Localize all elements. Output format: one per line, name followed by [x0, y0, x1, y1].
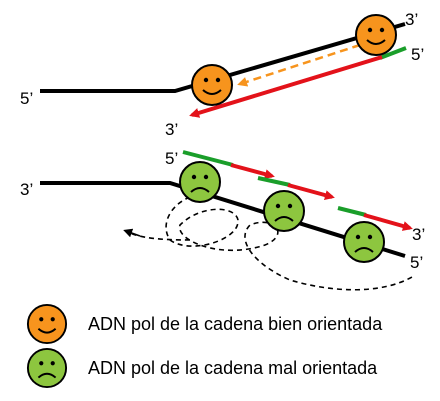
- label-3prime-bottom-right: 3’: [412, 225, 425, 244]
- label-5prime-bottom-top: 5’: [165, 149, 178, 168]
- happy-pol-top-left: [191, 64, 233, 106]
- direction-arrow-top: [237, 43, 361, 87]
- sad-pol-2: [263, 190, 305, 232]
- okazaki-fragment-1: [230, 163, 275, 180]
- okazaki-fragment-2: [287, 183, 335, 200]
- legend-item-sad: ADN pol de la cadena mal orientada: [26, 346, 377, 390]
- leading-strand-section: 3’ 5’ 5’ 3’: [20, 10, 424, 139]
- primer-top: [379, 46, 407, 60]
- primer-fragment-2: [257, 176, 291, 187]
- okazaki-fragment-3: [363, 213, 413, 231]
- label-3prime-bottom-left: 3’: [20, 180, 33, 199]
- replication-diagram: 3’ 5’ 5’ 3’: [20, 10, 425, 291]
- label-5prime-top-left: 5’: [20, 89, 33, 108]
- template-strand-top: [40, 22, 406, 93]
- template-strand-bottom: [40, 181, 406, 258]
- label-3prime-top-right: 3’: [405, 10, 418, 29]
- sad-face-icon: [26, 347, 68, 389]
- sad-pol-3: [343, 221, 385, 263]
- primer-fragment-1: [182, 150, 234, 167]
- dashed-loop-arrowhead: [123, 228, 141, 238]
- new-strand-top: [189, 55, 383, 118]
- sad-pol-1: [179, 161, 221, 203]
- label-5prime-top-right: 5’: [411, 45, 424, 64]
- legend-label-happy: ADN pol de la cadena bien orientada: [88, 313, 383, 334]
- label-5prime-bottom-right: 5’: [410, 253, 423, 272]
- lagging-strand-section: 5’ 3’ 3’ 5’: [20, 149, 425, 291]
- label-3prime-top-bottom: 3’: [165, 120, 178, 139]
- legend-item-happy: ADN pol de la cadena bien orientada: [26, 302, 382, 346]
- happy-pol-top-right: [355, 14, 397, 56]
- legend-label-sad: ADN pol de la cadena mal orientada: [88, 357, 378, 378]
- dashed-loop-path: [127, 196, 413, 291]
- primer-fragment-3: [337, 206, 367, 217]
- happy-face-icon: [26, 303, 68, 345]
